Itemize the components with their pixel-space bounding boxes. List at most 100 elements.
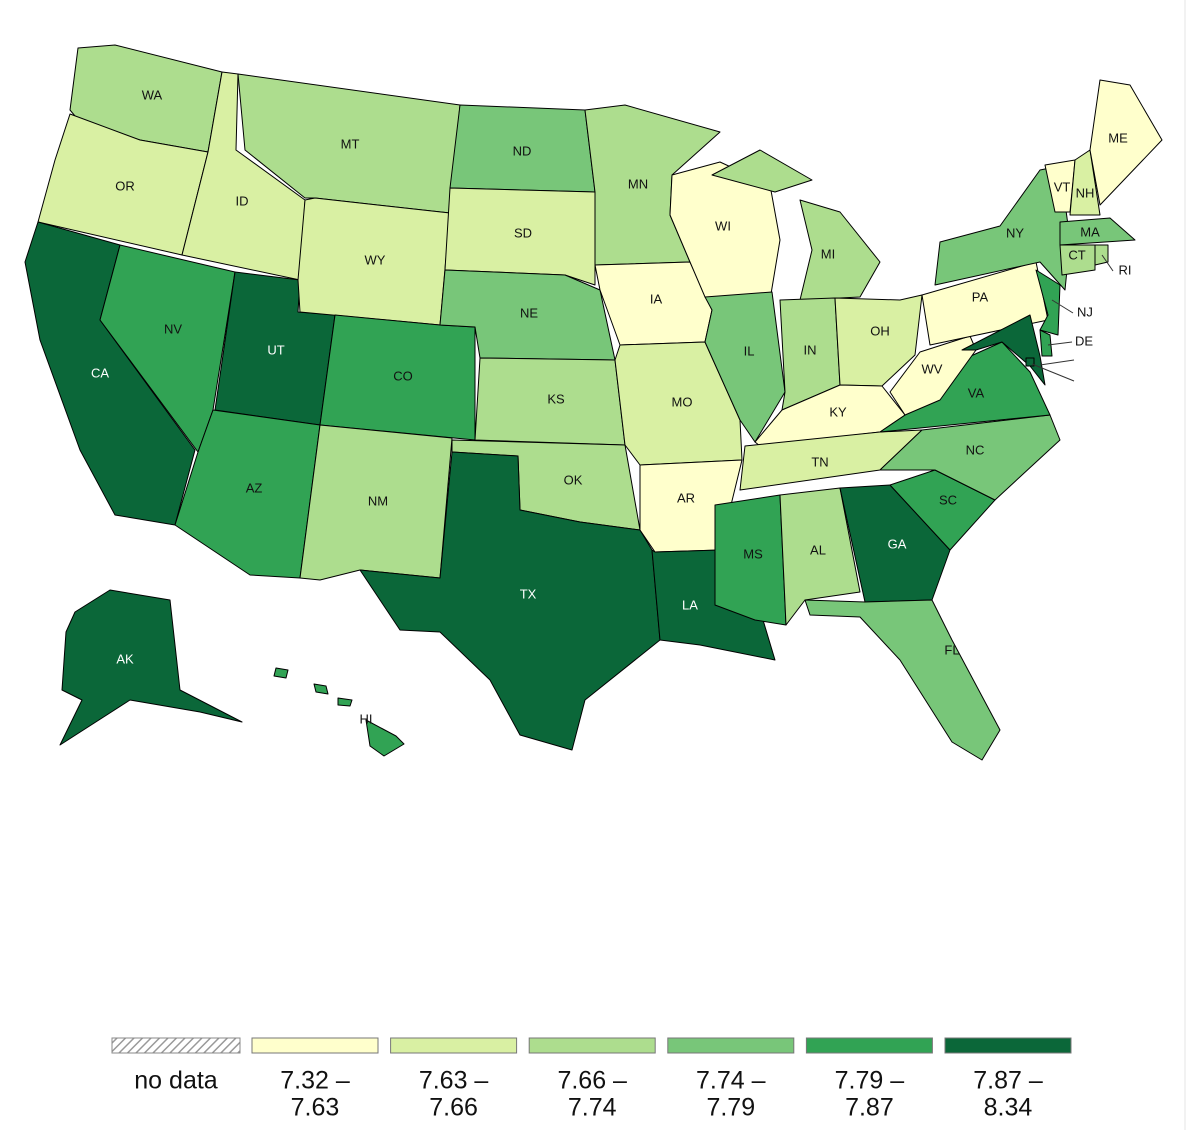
state-shape — [1059, 217, 1136, 246]
state-label: MI — [821, 246, 835, 261]
state-label: DE — [1075, 333, 1093, 348]
state-shape — [1089, 79, 1163, 206]
legend-label: 8.34 — [984, 1094, 1033, 1122]
state-label: CA — [91, 365, 109, 380]
legend-label: 7.66 – — [557, 1067, 627, 1095]
state-label: NH — [1076, 185, 1095, 200]
state-shape — [319, 314, 476, 441]
state-label: RI — [1119, 262, 1132, 277]
state-shape — [779, 487, 861, 626]
state-label: HI — [360, 711, 373, 726]
state-label: PA — [972, 289, 989, 304]
no-data-swatch — [111, 1037, 241, 1054]
state-shape — [1059, 244, 1096, 276]
state-label: ND — [513, 143, 532, 158]
leader-line — [1101, 254, 1114, 272]
state-shape — [879, 414, 1061, 501]
legend-swatch — [944, 1037, 1072, 1054]
state-label: IN — [804, 342, 817, 357]
legend-label: 7.66 — [429, 1094, 478, 1122]
legend-label: 7.63 — [291, 1094, 340, 1122]
state-label: NJ — [1077, 304, 1093, 319]
state-label: SC — [939, 492, 957, 507]
state-label: ME — [1108, 130, 1128, 145]
state-label: OH — [870, 323, 890, 338]
state-shape — [359, 451, 661, 751]
state-shape — [1094, 244, 1109, 266]
state-shape — [714, 494, 787, 626]
state-label: AK — [116, 651, 134, 666]
legend-label: 7.87 — [845, 1094, 894, 1122]
state-label: ID — [236, 193, 249, 208]
state-shape — [804, 599, 1001, 761]
state-shape — [337, 697, 353, 707]
state-shape — [839, 484, 951, 603]
legend-swatch — [805, 1037, 933, 1054]
state-shape — [711, 149, 813, 193]
state-label: KY — [829, 404, 847, 419]
state-label: DC — [1077, 372, 1096, 387]
state-shape — [313, 683, 329, 695]
legend-label: 7.32 – — [280, 1067, 350, 1095]
leader-line — [1039, 359, 1075, 366]
state-label: CT — [1068, 247, 1085, 262]
state-label: UT — [267, 342, 284, 357]
state-label: NM — [368, 493, 388, 508]
state-label: IL — [744, 343, 755, 358]
leader-line — [1047, 341, 1073, 346]
state-label: VA — [968, 385, 985, 400]
legend-label: 7.74 – — [696, 1067, 766, 1095]
state-label: MT — [341, 136, 360, 151]
legend-label: 7.87 – — [973, 1067, 1043, 1095]
state-shape — [365, 719, 405, 757]
state-label: FL — [944, 642, 959, 657]
state-label: GA — [888, 536, 907, 551]
state-shape — [59, 589, 243, 746]
state-label: WV — [922, 361, 943, 376]
state-label: OR — [115, 178, 135, 193]
state-shape — [1035, 269, 1061, 336]
state-shape — [961, 314, 1046, 386]
no-data-label: no data — [134, 1067, 218, 1095]
state-label: LA — [682, 597, 698, 612]
state-labels: WA OR CA ID NV UT AZ MT WY CO NM ND SD NE KS OK TX MN IA MO… — [91, 87, 1132, 726]
leader-line — [1051, 299, 1074, 314]
legend-swatch — [528, 1037, 656, 1054]
legend-swatch — [390, 1037, 518, 1054]
state-label: NE — [520, 305, 538, 320]
state-label: MA — [1080, 224, 1100, 239]
state-label: AL — [810, 542, 826, 557]
legend-swatch — [251, 1037, 379, 1054]
state-label: SD — [514, 225, 532, 240]
legend-swatch — [667, 1037, 795, 1054]
state-label: WY — [365, 252, 386, 267]
states — [24, 44, 1163, 761]
state-label: MN — [628, 176, 648, 191]
state-label: TN — [811, 454, 828, 469]
legend-label: 7.63 – — [419, 1067, 489, 1095]
state-label: OK — [564, 472, 583, 487]
state-shape — [1039, 329, 1053, 357]
state-label: MD — [1076, 351, 1096, 366]
state-label: MO — [672, 394, 693, 409]
state-label: AZ — [246, 480, 263, 495]
state-shape — [444, 187, 596, 286]
legend-label: 7.74 — [568, 1094, 617, 1122]
legend-label: 7.79 — [706, 1094, 755, 1122]
state-label: CO — [393, 368, 413, 383]
state-shape — [704, 291, 786, 443]
state-shape — [273, 667, 289, 679]
state-label: VT — [1054, 179, 1071, 194]
state-label: NY — [1006, 225, 1024, 240]
legend: no data 7.32 –7.63 7.63 –7.66 7.66 –7.74 7.… — [111, 1037, 1072, 1122]
legend-label: 7.79 – — [835, 1067, 905, 1095]
state-label: IA — [650, 291, 663, 306]
state-label: WI — [715, 218, 731, 233]
state-label: AR — [677, 490, 695, 505]
leader-line — [1031, 363, 1075, 382]
state-label: TX — [520, 586, 537, 601]
state-label: WA — [142, 87, 163, 102]
state-shape — [799, 199, 881, 301]
